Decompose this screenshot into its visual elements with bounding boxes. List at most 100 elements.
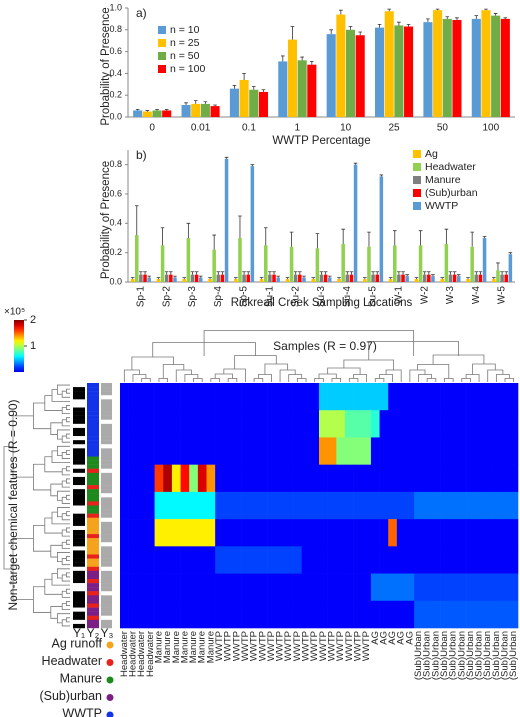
y2-cell: [87, 452, 99, 457]
y2-cell: [87, 517, 99, 523]
bar: [311, 279, 316, 282]
bar: [482, 238, 487, 282]
x-tick-label: Su-4: [342, 286, 353, 308]
y1-cell: [73, 607, 85, 612]
bar: [397, 274, 401, 282]
error-bar: [323, 271, 328, 275]
heatmap-cell: [197, 600, 207, 629]
heatmap-cell: [189, 410, 199, 438]
heatmap-cell: [310, 383, 320, 411]
heatmap-cell: [457, 546, 467, 574]
error-bar: [160, 227, 165, 246]
bar: [297, 60, 307, 117]
row-dendrogram: [50, 544, 63, 558]
heatmap-cell: [362, 600, 372, 629]
y1-cell: [73, 452, 85, 457]
y2-cell: [87, 534, 99, 539]
error-bar: [478, 271, 483, 275]
error-bar: [445, 16, 450, 19]
heatmap-cell: [509, 573, 519, 602]
heatmap-cell: [284, 437, 294, 465]
heatmap-cell: [180, 464, 190, 493]
heatmap-cell: [344, 600, 354, 629]
bar: [302, 277, 306, 282]
heatmap-cell: [275, 464, 285, 493]
heatmap-cell: [474, 519, 484, 547]
panel-label: a): [136, 6, 147, 20]
error-bar: [337, 277, 341, 280]
heatmap-cell: [492, 437, 501, 465]
y2-cell: [87, 476, 99, 482]
legend-label: n = 100: [170, 63, 205, 75]
heatmap-cell: [457, 410, 467, 438]
error-bar: [327, 275, 332, 278]
heatmap-cell: [344, 573, 354, 602]
heatmap-cell: [258, 410, 268, 438]
x-tick-label: Su-1: [265, 286, 276, 308]
heatmap-cell: [319, 519, 328, 547]
bar: [355, 35, 365, 117]
heatmap-cell: [267, 437, 277, 465]
heatmap-cell: [483, 383, 493, 411]
bar: [135, 235, 139, 282]
heatmap-cell: [232, 410, 242, 438]
column-dendrogram: [253, 378, 264, 382]
legend-label: WWTP: [62, 706, 102, 717]
heatmap-cell: [474, 491, 484, 520]
row-dendrogram: [44, 395, 63, 411]
heatmap-cell: [396, 519, 406, 547]
heatmap-cell: [492, 383, 501, 411]
x-tick-label: W-4: [471, 286, 482, 305]
row-dendrogram: [66, 588, 70, 594]
heatmap-cell: [353, 437, 363, 465]
column-dendrogram: [175, 369, 192, 382]
y2-cell: [87, 493, 99, 498]
y2-cell: [87, 546, 99, 551]
heatmap-cell: [405, 383, 415, 411]
error-bar: [130, 277, 135, 280]
legend-label: n = 25: [170, 37, 200, 49]
y2-cell: [87, 485, 99, 490]
heatmap-cell: [206, 600, 216, 629]
heatmap-cell: [223, 437, 233, 465]
heatmap-cell: [492, 491, 501, 520]
heatmap-cell: [154, 410, 164, 438]
column-dendrogram: [318, 373, 337, 379]
y2-cell: [87, 607, 99, 612]
heatmap-cell: [319, 491, 328, 520]
column-dendrogram: [374, 378, 385, 382]
y3-cell: [101, 432, 112, 437]
error-bar: [444, 228, 449, 244]
heatmap-cell: [189, 546, 199, 574]
y2-cell: [87, 566, 99, 572]
bar: [401, 274, 405, 282]
heatmap-cell: [362, 464, 372, 493]
heatmap-cell: [388, 383, 398, 411]
y3-cell: [101, 534, 112, 539]
y3-cell: [101, 407, 112, 412]
heatmap-cell: [241, 546, 251, 574]
heatmap-cell: [431, 410, 441, 438]
error-bar: [363, 277, 367, 280]
heatmap-cell: [284, 410, 294, 438]
y2-cell: [87, 619, 99, 625]
y3-cell: [101, 619, 112, 625]
heatmap-cell: [284, 519, 294, 547]
heatmap-cell: [145, 519, 155, 547]
legend-dot: [106, 676, 114, 684]
error-bar: [143, 271, 147, 275]
heatmap-cell: [414, 573, 424, 602]
error-bar: [397, 271, 401, 275]
bar: [508, 254, 513, 282]
heatmap-cell: [171, 491, 181, 520]
error-bar: [496, 262, 500, 271]
y2-cell: [87, 444, 99, 449]
column-dendrogram: [193, 378, 203, 382]
error-bar: [212, 234, 216, 250]
heatmap-cell: [137, 573, 147, 602]
bar: [496, 270, 500, 282]
bar: [404, 26, 414, 118]
heatmap-cell: [206, 519, 216, 547]
column-label: Headwater: [136, 631, 147, 677]
bar: [375, 27, 385, 117]
